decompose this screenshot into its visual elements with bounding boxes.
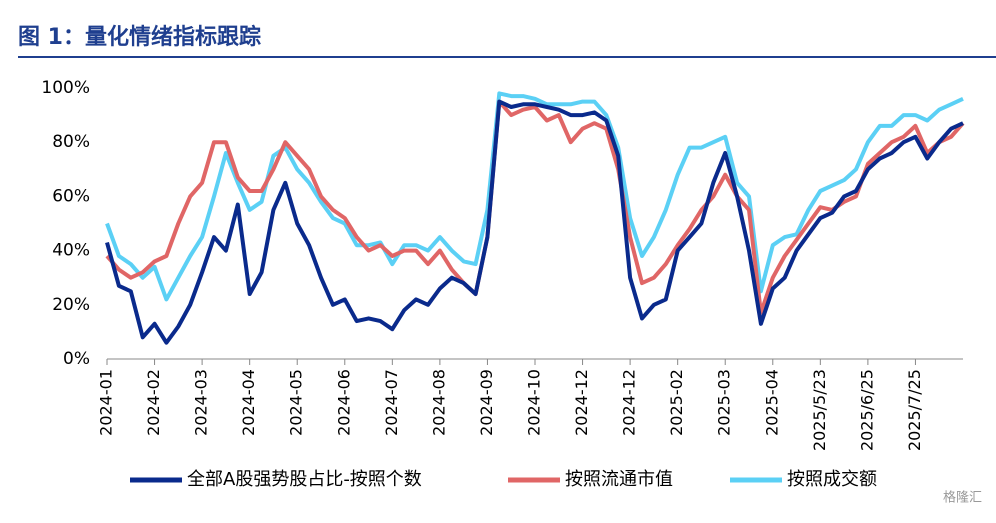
x-tick-label: 2024-03 bbox=[192, 369, 211, 436]
x-tick-label: 2024-05 bbox=[287, 369, 306, 436]
series-line bbox=[105, 99, 964, 345]
x-tick-label: 2025-03 bbox=[715, 369, 734, 436]
x-tick-label: 2024-12 bbox=[572, 369, 591, 436]
x-tick-label: 2024-01 bbox=[97, 369, 116, 436]
legend-label: 按照成交额 bbox=[787, 469, 877, 490]
x-tick-label: 2024-07 bbox=[382, 369, 401, 436]
x-tick-label: 2025-02 bbox=[667, 369, 686, 436]
x-tick-label: 2024-09 bbox=[477, 369, 496, 436]
x-tick-label: 2024-04 bbox=[239, 369, 258, 436]
x-tick-label: 2024-10 bbox=[525, 369, 544, 436]
y-tick-label: 100% bbox=[41, 78, 90, 98]
series-line bbox=[105, 91, 964, 302]
legend-label: 全部A股强势股占比-按照个数 bbox=[187, 469, 422, 490]
x-tick-label: 2025/5/23 bbox=[810, 369, 829, 451]
y-tick-label: 40% bbox=[52, 241, 90, 261]
x-tick-label: 2025/6/25 bbox=[857, 369, 876, 451]
legend-label: 按照流通市值 bbox=[565, 469, 673, 490]
x-tick-label: 2024-02 bbox=[144, 369, 163, 436]
watermark: 格隆汇 bbox=[943, 490, 982, 506]
y-tick-label: 0% bbox=[63, 349, 90, 369]
y-tick-label: 80% bbox=[52, 132, 90, 152]
series-line bbox=[105, 99, 965, 315]
x-tick-label: 2024-12 bbox=[620, 369, 639, 436]
x-tick-label: 2025-04 bbox=[762, 369, 781, 436]
chart-title: 图 1：量化情绪指标跟踪 bbox=[18, 24, 261, 50]
x-tick-label: 2024-08 bbox=[429, 369, 448, 436]
y-tick-label: 60% bbox=[52, 186, 90, 206]
y-tick-label: 20% bbox=[52, 295, 90, 315]
x-tick-label: 2025/7/25 bbox=[905, 369, 924, 451]
x-tick-label: 2024-06 bbox=[334, 369, 353, 436]
